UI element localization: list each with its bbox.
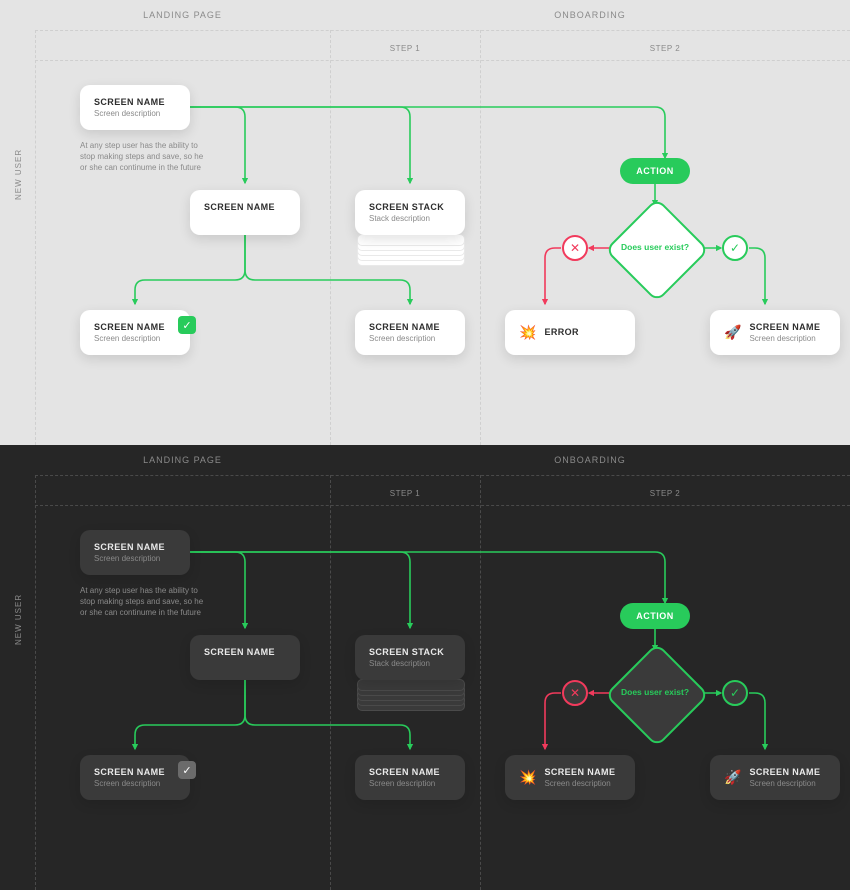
screen-card[interactable]: 💥 ERROR [505, 310, 635, 355]
edge [545, 693, 561, 749]
card-title: SCREEN NAME [749, 322, 820, 332]
card-title: SCREEN NAME [94, 542, 176, 552]
note-text: At any step user has the ability to stop… [80, 585, 210, 619]
stack-shadow [357, 679, 465, 691]
card-desc: Screen description [94, 334, 176, 343]
card-icon: 🚀 [724, 324, 741, 341]
screen-card[interactable]: SCREEN NAME Screen description [355, 310, 465, 355]
grid-vline [330, 30, 331, 445]
screen-card[interactable]: SCREEN NAME Screen description [80, 310, 190, 355]
edge [190, 552, 665, 603]
stack-shadow [357, 234, 465, 246]
screen-card[interactable]: SCREEN NAME Screen description [355, 755, 465, 800]
check-badge: ✓ [178, 761, 196, 779]
edge [190, 107, 665, 158]
no-icon[interactable]: ✕ [562, 680, 588, 706]
grid-vline [35, 30, 36, 445]
check-badge: ✓ [178, 316, 196, 334]
card-icon: 🚀 [724, 769, 741, 786]
side-header: NEW USER [14, 149, 23, 200]
yes-icon[interactable]: ✓ [722, 680, 748, 706]
card-title: ERROR [544, 327, 579, 337]
sub-header: STEP 2 [480, 489, 850, 498]
card-title: SCREEN STACK [369, 202, 451, 212]
card-title: SCREEN NAME [369, 322, 451, 332]
action-pill[interactable]: ACTION [620, 603, 690, 629]
column-header: ONBOARDING [330, 10, 850, 20]
card-icon: 💥 [519, 324, 536, 341]
column-header: LANDING PAGE [35, 455, 330, 465]
edge [135, 680, 245, 749]
decision-label: Does user exist? [610, 242, 700, 252]
screen-card[interactable]: SCREEN NAME Screen description [80, 755, 190, 800]
card-desc: Stack description [369, 659, 451, 668]
card-title: SCREEN NAME [544, 767, 615, 777]
no-icon[interactable]: ✕ [562, 235, 588, 261]
edge [190, 552, 410, 628]
card-desc: Stack description [369, 214, 451, 223]
card-title: SCREEN STACK [369, 647, 451, 657]
grid-hline [35, 60, 850, 61]
edge [749, 248, 765, 304]
grid-vline [480, 30, 481, 445]
screen-card[interactable]: 🚀 SCREEN NAME Screen description [710, 755, 840, 800]
card-icon: 💥 [519, 769, 536, 786]
edge [135, 235, 245, 304]
edge [749, 693, 765, 749]
note-text: At any step user has the ability to stop… [80, 140, 210, 174]
grid-hline [35, 30, 850, 31]
column-header: ONBOARDING [330, 455, 850, 465]
action-pill[interactable]: ACTION [620, 158, 690, 184]
sub-header: STEP 1 [330, 44, 480, 53]
card-desc: Screen description [369, 779, 451, 788]
card-desc: Screen description [94, 109, 176, 118]
screen-stack-card[interactable]: SCREEN STACK Stack description [355, 635, 465, 680]
screen-card[interactable]: 💥 SCREEN NAME Screen description [505, 755, 635, 800]
grid-vline [35, 475, 36, 890]
grid-vline [480, 475, 481, 890]
card-desc: Screen description [369, 334, 451, 343]
grid-hline [35, 475, 850, 476]
sub-header: STEP 2 [480, 44, 850, 53]
card-desc: Screen description [749, 334, 820, 343]
card-desc: Screen description [94, 779, 176, 788]
flowchart-panel-light: LANDING PAGEONBOARDING STEP 1STEP 2 NEW US… [0, 0, 850, 445]
screen-card[interactable]: 🚀 SCREEN NAME Screen description [710, 310, 840, 355]
flowchart-panel-dark: LANDING PAGEONBOARDING STEP 1STEP 2 NEW US… [0, 445, 850, 890]
card-title: SCREEN NAME [369, 767, 451, 777]
card-title: SCREEN NAME [204, 202, 286, 212]
card-desc: Screen description [544, 779, 615, 788]
card-title: SCREEN NAME [94, 767, 176, 777]
screen-card[interactable]: SCREEN NAME [190, 190, 300, 235]
card-title: SCREEN NAME [749, 767, 820, 777]
grid-hline [35, 505, 850, 506]
yes-icon[interactable]: ✓ [722, 235, 748, 261]
edge [545, 248, 561, 304]
card-desc: Screen description [94, 554, 176, 563]
sub-header: STEP 1 [330, 489, 480, 498]
screen-stack-card[interactable]: SCREEN STACK Stack description [355, 190, 465, 235]
edge [190, 107, 410, 183]
screen-card[interactable]: SCREEN NAME Screen description [80, 530, 190, 575]
column-header: LANDING PAGE [35, 10, 330, 20]
side-header: NEW USER [14, 594, 23, 645]
decision-label: Does user exist? [610, 687, 700, 697]
card-title: SCREEN NAME [204, 647, 286, 657]
card-title: SCREEN NAME [94, 97, 176, 107]
screen-card[interactable]: SCREEN NAME [190, 635, 300, 680]
card-title: SCREEN NAME [94, 322, 176, 332]
card-desc: Screen description [749, 779, 820, 788]
screen-card[interactable]: SCREEN NAME Screen description [80, 85, 190, 130]
grid-vline [330, 475, 331, 890]
